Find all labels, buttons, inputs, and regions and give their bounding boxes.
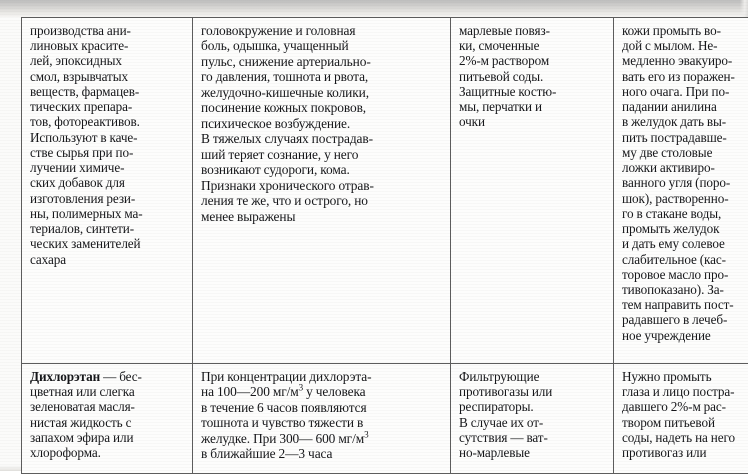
symptoms-text: головокружение и головная боль, одышка, … bbox=[201, 23, 443, 224]
cell-symptoms: головокружение и головная боль, одышка, … bbox=[193, 18, 451, 364]
toxic-substances-table: производства ани- линовых красите- лей, … bbox=[21, 17, 748, 474]
cell-first-aid: Нужно промыть глаза и лицо постра- давше… bbox=[614, 364, 748, 474]
protection-text: Фильтрующие противогазы или респираторы.… bbox=[459, 369, 606, 460]
first-aid-text: Нужно промыть глаза и лицо постра- давше… bbox=[622, 369, 748, 460]
table-row: Дихлорэтан — бес- цветная или слегка зел… bbox=[22, 364, 748, 474]
unit-exponent: 3 bbox=[364, 429, 368, 439]
properties-text: производства ани- линовых красите- лей, … bbox=[30, 23, 185, 267]
cell-first-aid: кожи промыть во- дой с мылом. Не- медлен… bbox=[614, 18, 748, 364]
cell-protection: Фильтрующие противогазы или респираторы.… bbox=[451, 364, 614, 474]
symptoms-segment-3: в ближайшие 2—3 часа bbox=[201, 446, 332, 461]
table-row: производства ани- линовых красите- лей, … bbox=[22, 18, 748, 364]
substance-name: Дихлорэтан bbox=[30, 369, 100, 384]
scan-gutter-shadow-top bbox=[0, 0, 748, 17]
cell-properties: производства ани- линовых красите- лей, … bbox=[22, 18, 193, 364]
symptoms-text: При концентрации дихлорэта- на 100—200 м… bbox=[201, 369, 443, 462]
cell-properties: Дихлорэтан — бес- цветная или слегка зел… bbox=[22, 364, 193, 474]
cell-symptoms: При концентрации дихлорэта- на 100—200 м… bbox=[193, 364, 451, 474]
substance-dash: — bbox=[100, 369, 119, 384]
table-body: производства ани- линовых красите- лей, … bbox=[22, 18, 748, 474]
first-aid-text: кожи промыть во- дой с мылом. Не- медлен… bbox=[622, 23, 748, 343]
protection-text: марлевые повяз- ки, смоченные 2%-м раств… bbox=[459, 23, 606, 130]
cell-protection: марлевые повяз- ки, смоченные 2%-м раств… bbox=[451, 18, 614, 364]
properties-text: Дихлорэтан — бес- цветная или слегка зел… bbox=[30, 369, 185, 460]
